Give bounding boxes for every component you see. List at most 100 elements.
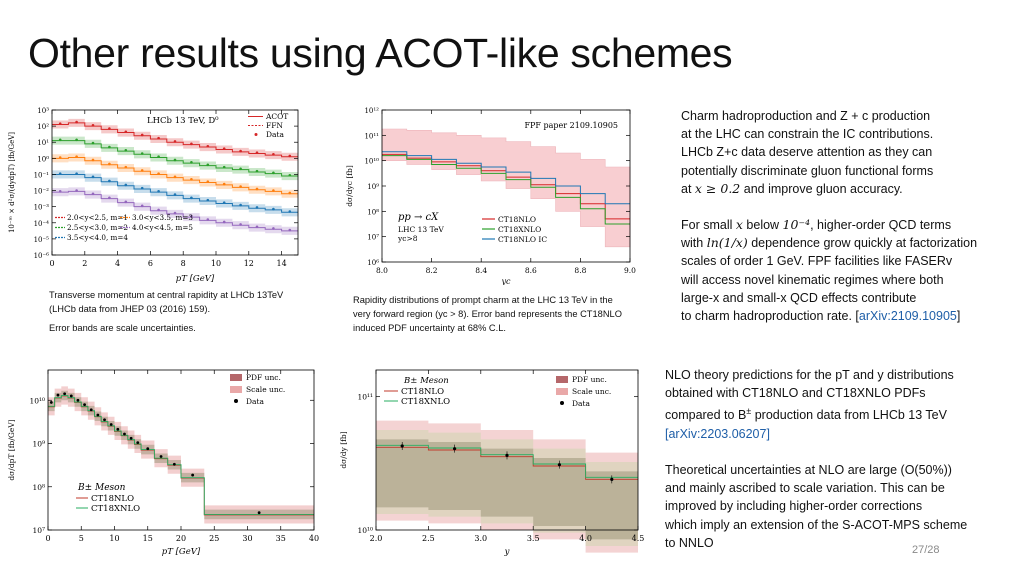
data-point (69, 394, 73, 398)
scale-uncertainty-band-xnlo (376, 430, 638, 546)
data-point (157, 190, 160, 193)
math-small-x: 10⁻⁴ (782, 217, 811, 233)
data-point (75, 138, 78, 142)
x-tick-label: 4 (115, 259, 120, 268)
x-tick-label: 4.0 (579, 534, 592, 543)
x-tick-label: 8.4 (475, 266, 487, 275)
y-tick-label: 10⁰ (37, 155, 49, 163)
y-axis-label: dσ/dyc [fb] (345, 165, 354, 207)
text-line: improved by including higher-order corre… (665, 499, 923, 514)
x-tick-label: 0 (49, 259, 54, 268)
data-point (58, 190, 62, 193)
data-point (239, 167, 242, 171)
x-tick-label: 3.0 (474, 534, 487, 543)
data-point (75, 155, 78, 159)
y-tick-label: 10⁷ (367, 234, 379, 242)
slide-title: Other results using ACOT-like schemes (28, 30, 733, 76)
data-point (124, 200, 128, 204)
y-tick-label: 10⁸ (367, 208, 379, 216)
data-point (557, 463, 561, 467)
data-point (190, 142, 193, 146)
arxiv-link-2109[interactable]: arXiv:2109.10905 (858, 309, 957, 324)
y-tick-label: 10³ (37, 107, 49, 115)
data-point (222, 220, 226, 224)
text-block-charm: Charm hadroproduction and Z + c producti… (681, 107, 977, 325)
y-tick-label: 10⁹ (32, 440, 45, 449)
data-point (124, 130, 128, 134)
y-tick-label: 10¹² (364, 107, 379, 115)
data-point (108, 145, 111, 149)
process-label: pp → cX (398, 212, 439, 223)
x-tick-label: 8 (181, 259, 186, 268)
legend-marker (560, 401, 564, 405)
legend-label: CT18XNLO (401, 397, 450, 407)
text-line: For small x below 10⁻⁴, higher-order QCD… (681, 217, 952, 233)
data-point (56, 393, 60, 397)
data-point (222, 165, 226, 169)
data-point (91, 158, 95, 162)
x-axis-label: yc (501, 277, 512, 285)
data-point (123, 432, 126, 436)
data-point (255, 225, 259, 229)
chart-bmeson-pt: 0 5 10 15 20 25 30 35 40 10⁷ 10⁸ 10⁹ 10¹⁰ pT [GeV] dσ/… (7, 369, 319, 557)
x-tick-label: 10 (211, 259, 221, 268)
y-tick-label: 10⁻⁶ (34, 252, 50, 260)
data-point (49, 401, 53, 404)
data-point (109, 423, 113, 426)
data-point (136, 441, 140, 445)
legend-label: CT18NLO (498, 215, 536, 224)
x-tick-label: 2.5 (422, 534, 435, 543)
data-point (239, 203, 242, 207)
math-log: ln(1/x) (706, 235, 748, 251)
text-line: potentially discriminate gluon functiona… (681, 163, 934, 178)
chart-annotation: FPF paper 2109.10905 (525, 121, 619, 130)
data-point (173, 140, 177, 143)
legend-label: Scale unc. (246, 385, 285, 394)
data-point (58, 172, 62, 175)
data-point (157, 136, 160, 140)
y-tick-label: 10² (37, 123, 49, 131)
data-point (610, 477, 614, 481)
data-point (103, 418, 106, 422)
x-tick-label: 8.8 (574, 266, 586, 275)
data-point (173, 211, 177, 215)
data-point (58, 156, 62, 159)
data-point (222, 182, 226, 186)
data-point (222, 147, 226, 150)
legend-label: CT18NLO (401, 387, 444, 397)
data-point (63, 392, 67, 396)
legend-label: CT18NLO (91, 494, 134, 504)
data-point (206, 218, 210, 221)
data-point (108, 179, 111, 183)
chart-bmeson-y: 2.0 2.5 3.0 3.5 4.0 4.5 10¹⁰ 10¹¹ y dσ/dy [fb] B± … (339, 369, 644, 557)
data-point (157, 172, 160, 175)
x-tick-label: 9.0 (624, 266, 636, 275)
scale-uncertainty-band (48, 386, 314, 524)
data-point (172, 462, 176, 466)
y-tick-label: 10¹⁰ (29, 396, 45, 405)
data-point (124, 183, 128, 187)
data-point (453, 447, 457, 451)
text-line: with ln(1/x) dependence grow quickly at … (681, 235, 978, 251)
figure1-caption-line1: Transverse momentum at central rapidity … (49, 290, 284, 300)
text-line: Theoretical uncertainties at NLO are lar… (665, 462, 952, 477)
data-point (206, 163, 210, 167)
x-tick-label: 15 (143, 534, 153, 543)
bin-legend-label: 3.5<y<4.0, m=4 (67, 233, 128, 242)
data-point (190, 196, 193, 200)
data-point (272, 189, 275, 192)
data-point (159, 455, 163, 458)
y-tick-label: 10⁻¹ (34, 171, 50, 179)
legend-label: Data (572, 399, 590, 408)
data-point (288, 173, 292, 177)
data-point (190, 161, 193, 164)
legend-swatch (230, 374, 242, 381)
data-point (255, 151, 259, 154)
chart-label: LHCb 13 TeV, D⁰ (147, 116, 219, 126)
text-line: to NNLO (665, 535, 714, 550)
data-point (288, 154, 292, 158)
arxiv-link-2203[interactable]: [arXiv:2203.06207] (665, 426, 770, 441)
x-tick-label: 6 (148, 259, 153, 268)
figure2-caption: Rapidity distributions of prompt charm a… (353, 293, 622, 335)
page-number: 27/28 (912, 544, 940, 556)
